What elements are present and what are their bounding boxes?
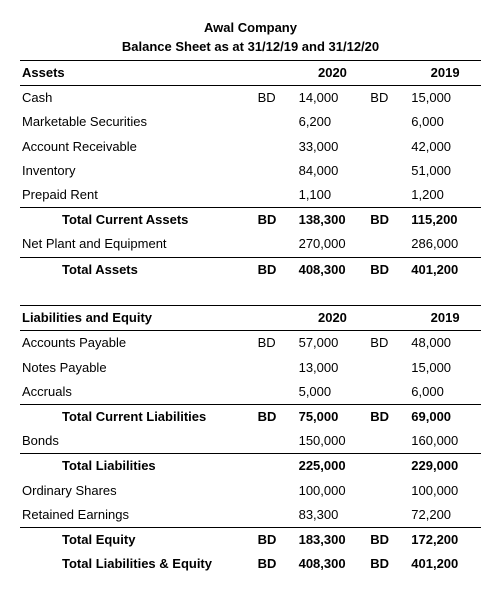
val-2020: 408,300 [297, 257, 369, 282]
label: Account Receivable [20, 135, 256, 159]
val-2019: 15,000 [409, 86, 481, 111]
statement-title: Balance Sheet as at 31/12/19 and 31/12/2… [20, 39, 481, 54]
row-accruals: Accruals 5,000 6,000 [20, 380, 481, 405]
label: Total Liabilities & Equity [20, 552, 256, 576]
val-2020: 1,100 [297, 183, 369, 208]
val-2019: 172,200 [409, 527, 481, 552]
val-2020: 150,000 [297, 429, 369, 454]
val-2020: 138,300 [297, 208, 369, 233]
year-2019: 2019 [409, 61, 481, 86]
leq-header-row: Liabilities and Equity 2020 2019 [20, 306, 481, 331]
assets-header: Assets [20, 61, 256, 86]
label: Accruals [20, 380, 256, 405]
label: Total Equity [20, 527, 256, 552]
val-2019: 100,000 [409, 479, 481, 503]
val-2019: 48,000 [409, 331, 481, 356]
label: Inventory [20, 159, 256, 183]
label: Cash [20, 86, 256, 111]
assets-header-row: Assets 2020 2019 [20, 61, 481, 86]
row-prepaid: Prepaid Rent 1,100 1,200 [20, 183, 481, 208]
row-total-equity: Total Equity BD 183,300 BD 172,200 [20, 527, 481, 552]
row-msec: Marketable Securities 6,200 6,000 [20, 110, 481, 134]
val-2020: 408,300 [297, 552, 369, 576]
val-2019: 15,000 [409, 356, 481, 380]
val-2019: 160,000 [409, 429, 481, 454]
val-2020: 84,000 [297, 159, 369, 183]
val-2020: 6,200 [297, 110, 369, 134]
row-retained-earnings: Retained Earnings 83,300 72,200 [20, 503, 481, 528]
cur-2020: BD [256, 331, 297, 356]
val-2020: 57,000 [297, 331, 369, 356]
val-2019: 6,000 [409, 110, 481, 134]
year-2020: 2020 [297, 61, 369, 86]
val-2020: 13,000 [297, 356, 369, 380]
cur-2020: BD [256, 208, 297, 233]
cur-2020: BD [256, 257, 297, 282]
row-ap: Accounts Payable BD 57,000 BD 48,000 [20, 331, 481, 356]
label: Bonds [20, 429, 256, 454]
cur-2019: BD [368, 552, 409, 576]
label: Marketable Securities [20, 110, 256, 134]
val-2019: 42,000 [409, 135, 481, 159]
cur-2020: BD [256, 552, 297, 576]
val-2020: 270,000 [297, 232, 369, 257]
cur-2019: BD [368, 86, 409, 111]
cur-2020: BD [256, 86, 297, 111]
balance-sheet-table: Assets 2020 2019 Cash BD 14,000 BD 15,00… [20, 60, 481, 576]
val-2019: 51,000 [409, 159, 481, 183]
val-2020: 225,000 [297, 454, 369, 479]
row-bonds: Bonds 150,000 160,000 [20, 429, 481, 454]
row-total-current-liab: Total Current Liabilities BD 75,000 BD 6… [20, 404, 481, 429]
row-ar: Account Receivable 33,000 42,000 [20, 135, 481, 159]
label: Prepaid Rent [20, 183, 256, 208]
cur-2020: BD [256, 404, 297, 429]
val-2019: 69,000 [409, 404, 481, 429]
val-2020: 5,000 [297, 380, 369, 405]
label: Total Current Assets [20, 208, 256, 233]
label: Ordinary Shares [20, 479, 256, 503]
year-2019: 2019 [409, 306, 481, 331]
row-total-current-assets: Total Current Assets BD 138,300 BD 115,2… [20, 208, 481, 233]
cur-2019: BD [368, 527, 409, 552]
leq-header: Liabilities and Equity [20, 306, 256, 331]
val-2020: 75,000 [297, 404, 369, 429]
year-2020: 2020 [297, 306, 369, 331]
val-2019: 6,000 [409, 380, 481, 405]
row-ppe: Net Plant and Equipment 270,000 286,000 [20, 232, 481, 257]
row-inv: Inventory 84,000 51,000 [20, 159, 481, 183]
label: Total Liabilities [20, 454, 256, 479]
label: Total Current Liabilities [20, 404, 256, 429]
row-total-assets: Total Assets BD 408,300 BD 401,200 [20, 257, 481, 282]
row-total-liab: Total Liabilities 225,000 229,000 [20, 454, 481, 479]
val-2020: 83,300 [297, 503, 369, 528]
label: Total Assets [20, 257, 256, 282]
cur-2019: BD [368, 208, 409, 233]
company-name: Awal Company [20, 20, 481, 35]
cur-2019: BD [368, 404, 409, 429]
label: Accounts Payable [20, 331, 256, 356]
row-total-leq: Total Liabilities & Equity BD 408,300 BD… [20, 552, 481, 576]
val-2020: 183,300 [297, 527, 369, 552]
row-cash: Cash BD 14,000 BD 15,000 [20, 86, 481, 111]
row-np: Notes Payable 13,000 15,000 [20, 356, 481, 380]
cur-2020: BD [256, 527, 297, 552]
val-2020: 14,000 [297, 86, 369, 111]
val-2020: 100,000 [297, 479, 369, 503]
val-2019: 1,200 [409, 183, 481, 208]
label: Net Plant and Equipment [20, 232, 256, 257]
val-2019: 229,000 [409, 454, 481, 479]
label: Notes Payable [20, 356, 256, 380]
val-2019: 115,200 [409, 208, 481, 233]
val-2019: 401,200 [409, 552, 481, 576]
cur-2019: BD [368, 257, 409, 282]
val-2019: 72,200 [409, 503, 481, 528]
cur-2019: BD [368, 331, 409, 356]
val-2020: 33,000 [297, 135, 369, 159]
row-ordinary-shares: Ordinary Shares 100,000 100,000 [20, 479, 481, 503]
val-2019: 286,000 [409, 232, 481, 257]
label: Retained Earnings [20, 503, 256, 528]
val-2019: 401,200 [409, 257, 481, 282]
